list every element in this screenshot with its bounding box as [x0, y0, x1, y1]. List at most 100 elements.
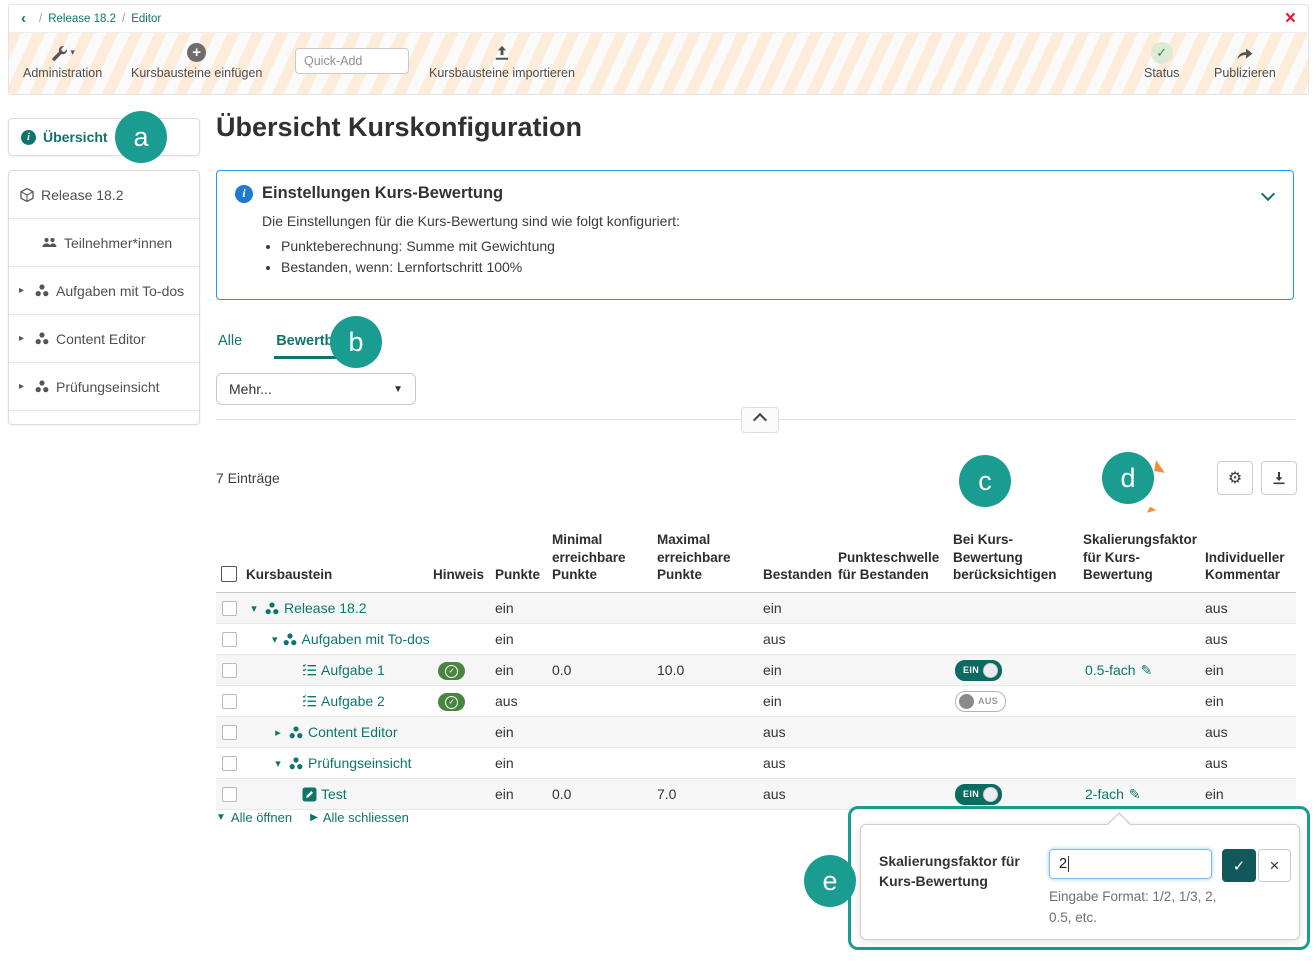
publish-arrow-icon — [1235, 42, 1255, 63]
collapse-filter-button[interactable] — [741, 407, 779, 433]
insert-label: Kursbausteine einfügen — [131, 66, 263, 80]
course-node-link[interactable]: Aufgabe 1 — [321, 662, 385, 678]
more-filter-dropdown[interactable]: Mehr... ▼ — [216, 373, 416, 405]
quick-add-input[interactable] — [295, 48, 409, 74]
back-chevron-icon[interactable]: ‹ — [21, 10, 26, 27]
row-checkbox[interactable] — [222, 662, 237, 678]
sidebar-tree-item[interactable]: Teilnehmer*innen — [9, 218, 199, 266]
sidebar-tree-label: Release 18.2 — [41, 186, 124, 203]
tree-caret-icon[interactable] — [272, 757, 284, 770]
annotation-circle: b — [330, 316, 382, 368]
skalierungsfaktor-link[interactable]: 2-fach — [1085, 786, 1124, 802]
caret-down-icon: ▼ — [216, 812, 226, 823]
scaling-factor-popup: Skalierungsfaktor für Kurs-Bewertung 2 ✓… — [860, 812, 1300, 940]
kommentar-cell: aus — [1205, 623, 1296, 655]
filter-tab[interactable]: Alle — [218, 333, 243, 349]
row-checkbox[interactable] — [222, 786, 237, 802]
max-punkte-cell: 10.0 — [657, 654, 763, 686]
row-checkbox[interactable] — [222, 631, 237, 647]
status-button[interactable]: ✓ Status — [1144, 41, 1179, 80]
page-title: Übersicht Kurskonfiguration — [216, 112, 583, 142]
skalierungsfaktor-link[interactable]: 0.5-fach — [1085, 662, 1136, 678]
tree-expand-links: ▼ Alle öffnen ▶ Alle schliessen — [216, 810, 409, 825]
tree-caret-icon[interactable] — [272, 633, 278, 646]
course-node-link[interactable]: Release 18.2 — [284, 600, 367, 616]
punkte-cell: ein — [495, 716, 552, 748]
course-node-link[interactable]: Test — [321, 786, 347, 802]
caret-right-icon[interactable]: ▸ — [19, 333, 25, 344]
table-row: Aufgabe 1 ein 0.0 10.0 ein EIN — [216, 654, 1296, 686]
orange-marker-fragment — [1154, 460, 1167, 473]
filter-tab[interactable]: Bewertbar — [274, 331, 350, 359]
structure-node-icon — [264, 601, 280, 616]
administration-label: Administration — [23, 66, 103, 80]
breadcrumb-separator: / — [39, 12, 43, 25]
course-node-link[interactable]: Prüfungseinsicht — [308, 755, 412, 771]
row-checkbox[interactable] — [222, 693, 237, 709]
cancel-button[interactable]: × — [1258, 849, 1291, 882]
header-min-punkte: Minimal erreichbare Punkte — [552, 503, 657, 593]
sidebar-tree-item[interactable]: ▸ Content Editor — [9, 314, 199, 362]
bestanden-cell: aus — [763, 747, 838, 779]
course-node: Aufgaben mit To-dos — [246, 631, 430, 647]
gear-icon: ⚙ — [1227, 470, 1243, 487]
text-cursor — [1068, 856, 1070, 872]
select-all-checkbox[interactable] — [221, 566, 237, 582]
info-icon: i — [235, 184, 253, 203]
edit-pencil-icon[interactable]: ✎ — [1140, 661, 1153, 678]
structure-node-icon — [34, 376, 50, 397]
download-icon — [1271, 470, 1287, 486]
participants-icon — [41, 232, 58, 253]
sidebar-course-tree: Release 18.2 Teilnehmer*innen ▸ Aufgaben… — [8, 170, 200, 425]
administration-button[interactable]: ▾ Administration — [23, 42, 102, 80]
punkte-cell: ein — [495, 778, 552, 810]
row-checkbox[interactable] — [222, 724, 237, 740]
kursbewertung-toggle[interactable]: AUS — [955, 690, 1007, 712]
punkteschwelle-cell — [838, 592, 953, 624]
import-course-elements-button[interactable]: Kursbausteine importieren — [429, 42, 575, 80]
publish-button[interactable]: Publizieren — [1214, 42, 1276, 80]
course-node-link[interactable]: Content Editor — [308, 724, 398, 740]
edit-pencil-icon[interactable]: ✎ — [1128, 785, 1141, 802]
course-node: Prüfungseinsicht — [246, 755, 425, 771]
insert-course-elements-button[interactable]: + Kursbausteine einfügen — [131, 42, 262, 80]
kursbewertung-toggle[interactable]: EIN — [955, 783, 1003, 805]
scaling-factor-input[interactable]: 2 — [1049, 849, 1212, 879]
course-node: Test — [246, 786, 425, 802]
close-all-link[interactable]: ▶ Alle schliessen — [310, 810, 409, 825]
sidebar-tree-item[interactable]: Release 18.2 — [9, 171, 199, 218]
infobox-bullet: Bestanden, wenn: Lernfortschritt 100% — [281, 259, 1275, 275]
sidebar-tree-item[interactable]: ▸ Prüfungseinsicht — [9, 362, 199, 410]
kommentar-cell: aus — [1205, 716, 1296, 748]
caret-right-icon[interactable]: ▸ — [19, 285, 25, 296]
tree-caret-icon[interactable] — [248, 602, 260, 615]
upload-icon — [493, 42, 511, 63]
kommentar-cell: ein — [1205, 778, 1296, 810]
close-icon[interactable]: × — [1284, 8, 1296, 29]
min-punkte-cell: 0.0 — [552, 778, 657, 810]
kursbewertung-toggle[interactable]: EIN — [955, 659, 1003, 681]
confirm-button[interactable]: ✓ — [1222, 849, 1256, 882]
course-node-link[interactable]: Aufgabe 2 — [321, 693, 385, 709]
row-checkbox[interactable] — [222, 755, 237, 771]
course-node-link[interactable]: Aufgaben mit To-dos — [301, 631, 430, 647]
annotation-circle: e — [804, 855, 856, 907]
caret-right-icon[interactable]: ▸ — [19, 381, 25, 392]
structure-node-icon — [34, 328, 50, 349]
row-checkbox[interactable] — [222, 600, 237, 616]
bestanden-cell: aus — [763, 716, 838, 748]
table-settings-button[interactable]: ⚙ — [1217, 461, 1253, 495]
breadcrumb-item-editor[interactable]: Editor — [131, 12, 162, 25]
course-assessment-infobox: i Einstellungen Kurs-Bewertung Die Einst… — [216, 170, 1294, 300]
structure-node-icon — [288, 756, 304, 771]
breadcrumb-item-course[interactable]: Release 18.2 — [48, 12, 116, 25]
punkte-cell: ein — [495, 747, 552, 779]
sidebar-tree-item[interactable]: ▸ Aufgaben mit To-dos — [9, 266, 199, 314]
sidebar-item-overview[interactable]: i Übersicht — [9, 119, 199, 155]
open-all-link[interactable]: ▼ Alle öffnen — [216, 810, 293, 825]
skalierungsfaktor-cell: 0.5-fach ✎ — [1085, 662, 1152, 679]
min-punkte-cell — [552, 685, 657, 717]
table-download-button[interactable] — [1261, 461, 1297, 495]
tree-caret-icon[interactable] — [272, 726, 284, 739]
